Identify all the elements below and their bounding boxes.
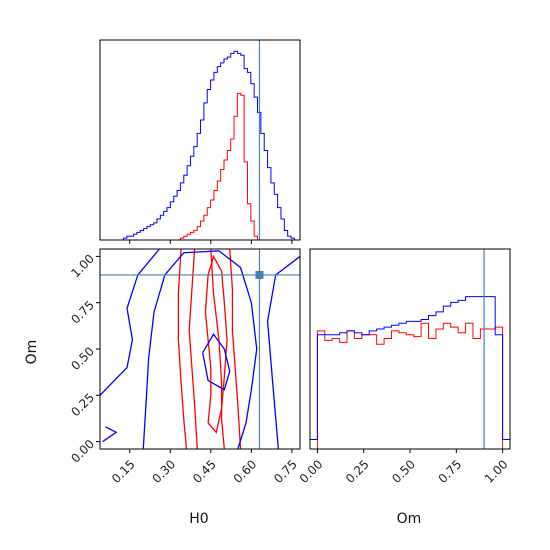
axes-frame bbox=[99, 39, 301, 241]
contour-line-1 bbox=[210, 249, 225, 449]
plot-area bbox=[100, 40, 298, 240]
histogram-step-2 bbox=[310, 296, 510, 449]
contour-line-1 bbox=[229, 249, 242, 449]
contour-line-1 bbox=[204, 254, 228, 434]
truth-marker bbox=[255, 270, 264, 279]
contour-line-2 bbox=[266, 255, 300, 449]
histogram-step-1 bbox=[310, 322, 510, 449]
histogram-om-panel: 0.00 0.25 0.50 0.75 1.00 bbox=[297, 248, 511, 486]
x-axis-label-h0: H0 bbox=[189, 511, 208, 527]
plot-area bbox=[100, 249, 300, 449]
contour-line-2 bbox=[100, 249, 160, 396]
contour-line-1 bbox=[177, 249, 188, 449]
histogram-step-1 bbox=[100, 92, 298, 240]
contour-line-2 bbox=[202, 332, 231, 391]
y-axis-label-om: Om bbox=[24, 340, 40, 365]
contour-line-2 bbox=[102, 426, 118, 443]
contour-line-2 bbox=[142, 250, 258, 449]
histogram-step-2 bbox=[100, 50, 298, 240]
plot-area bbox=[310, 249, 510, 449]
contour-line-1 bbox=[188, 249, 198, 449]
histogram-h0-panel bbox=[99, 39, 301, 244]
x-axis-label-om: Om bbox=[397, 511, 422, 527]
